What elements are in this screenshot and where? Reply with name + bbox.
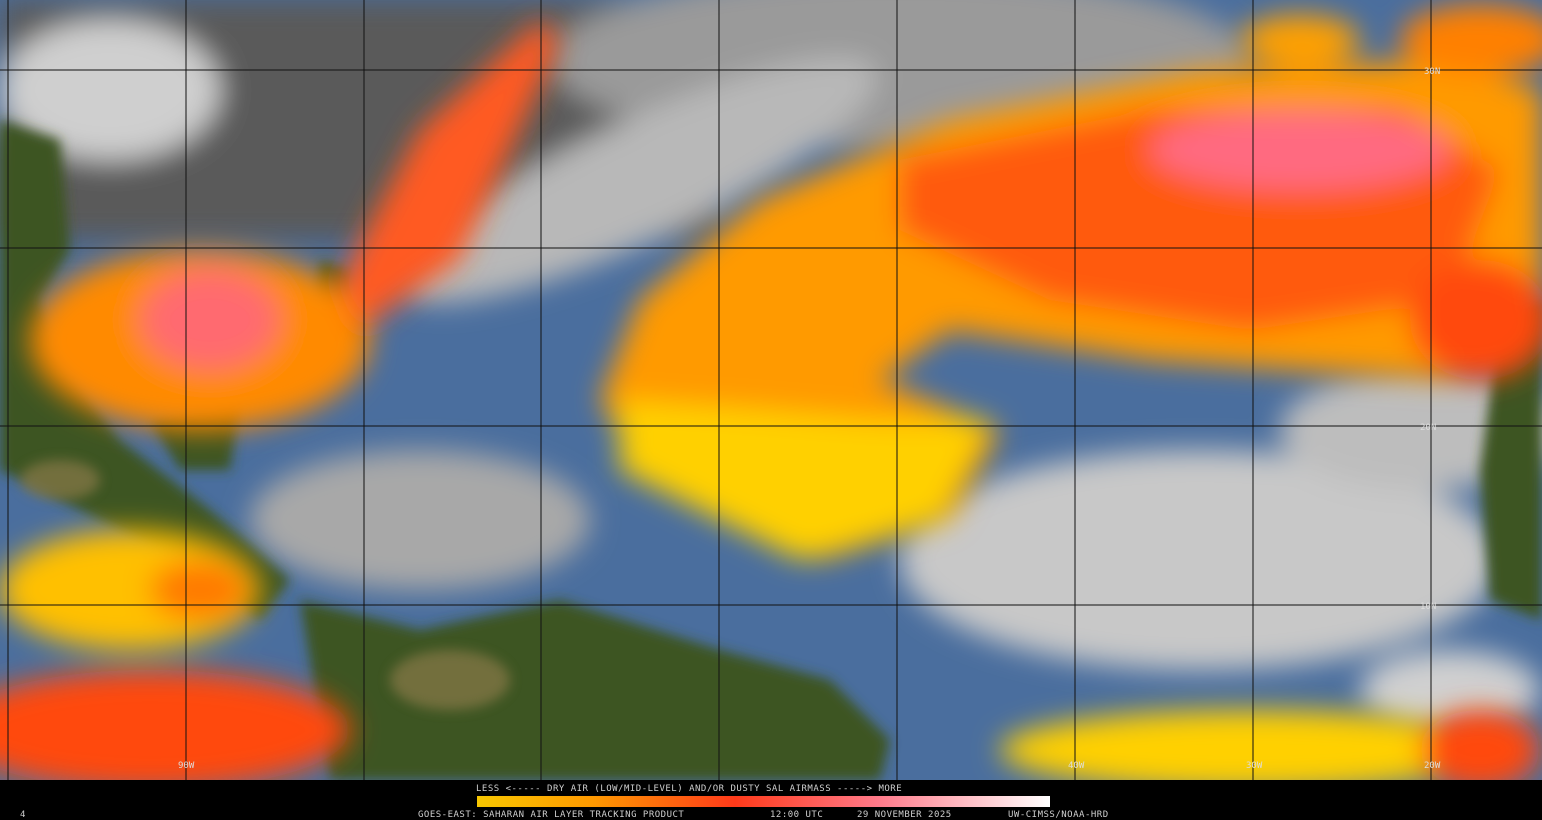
- longitude-label: 90W: [178, 761, 195, 771]
- latitude-label: 20N: [1420, 423, 1436, 433]
- longitude-label: 40W: [1068, 761, 1085, 771]
- date: 29 NOVEMBER 2025: [857, 810, 952, 820]
- imagery: [0, 0, 1542, 790]
- longitude-label: 20W: [1424, 761, 1441, 771]
- latitude-label: 30N: [1424, 67, 1440, 77]
- legend-label: LESS <----- DRY AIR (LOW/MID-LEVEL) AND/…: [476, 784, 902, 794]
- time: 12:00 UTC: [770, 810, 823, 820]
- product-name: GOES-EAST: SAHARAN AIR LAYER TRACKING PR…: [418, 810, 684, 820]
- credit: UW-CIMSS/NOAA-HRD: [1008, 810, 1109, 820]
- longitude-label: 30W: [1246, 761, 1263, 771]
- frame-number: 4: [20, 810, 26, 820]
- latitude-label: 10N: [1420, 602, 1436, 612]
- grid-labels: 90W 40W 30W 20W 30N 20N 10N: [178, 67, 1441, 771]
- graticule: [0, 0, 1542, 780]
- colorbar: [477, 796, 1050, 807]
